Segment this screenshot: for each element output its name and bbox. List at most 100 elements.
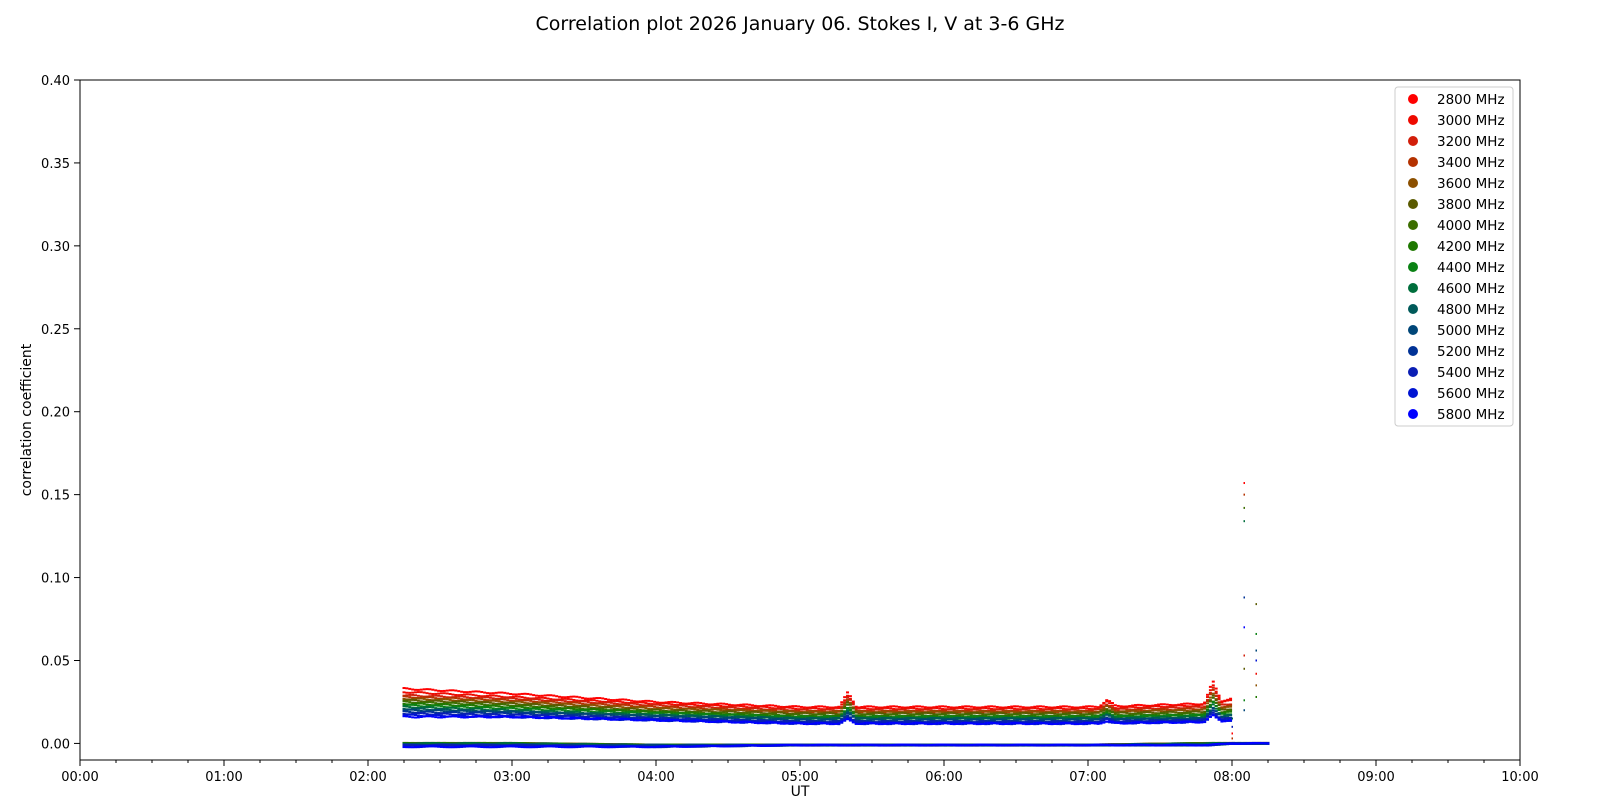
stokes-i-point	[851, 707, 855, 710]
stokes-i-point	[981, 712, 985, 715]
stokes-i-point	[1079, 715, 1083, 718]
stokes-i-point	[1188, 712, 1192, 715]
stokes-i-point	[897, 715, 901, 718]
stokes-i-point	[843, 699, 847, 702]
stokes-i-point	[560, 696, 564, 699]
stokes-i-point	[1053, 711, 1057, 714]
stokes-i-point	[630, 711, 634, 714]
stokes-i-point	[938, 705, 942, 708]
stokes-i-point	[526, 708, 530, 711]
stokes-i-point	[627, 704, 631, 707]
stokes-i-point	[964, 713, 968, 716]
stokes-i-point	[1182, 712, 1186, 715]
stokes-i-point	[840, 703, 844, 706]
stokes-i-point	[1174, 709, 1178, 712]
stokes-i-point	[416, 688, 420, 691]
stokes-i-point	[644, 702, 648, 705]
stokes-i-point	[1053, 712, 1057, 715]
stokes-i-point	[750, 714, 754, 717]
stokes-i-point	[759, 705, 763, 708]
stokes-i-point	[1203, 706, 1207, 709]
stokes-i-point	[598, 700, 602, 703]
stokes-i-point	[581, 709, 585, 712]
stokes-i-point	[1128, 714, 1132, 717]
stokes-i-point	[483, 701, 487, 704]
stokes-i-point	[676, 712, 680, 715]
stokes-i-point	[457, 700, 461, 703]
stokes-i-point	[935, 707, 939, 710]
stokes-i-point	[750, 710, 754, 713]
stokes-i-point	[586, 699, 590, 702]
stokes-i-point	[886, 715, 890, 718]
stokes-i-point	[932, 706, 936, 709]
stokes-i-point	[537, 708, 541, 711]
stokes-i-point	[658, 704, 662, 707]
stokes-i-point	[477, 700, 481, 703]
stokes-i-point	[529, 704, 533, 707]
stokes-i-point	[630, 705, 634, 708]
stokes-i-point	[428, 696, 432, 699]
data-points-layer	[402, 482, 1270, 749]
stokes-i-point	[742, 709, 746, 712]
stokes-i-point	[1148, 707, 1152, 710]
stokes-i-point	[1027, 715, 1031, 718]
stokes-i-point	[408, 687, 412, 690]
stokes-i-point	[419, 688, 423, 691]
stokes-i-point	[414, 699, 418, 702]
stokes-i-point	[658, 702, 662, 705]
stokes-i-point	[1119, 705, 1123, 708]
stokes-i-point	[1064, 711, 1068, 714]
stokes-i-point	[1007, 706, 1011, 709]
stokes-i-point	[805, 712, 809, 715]
stokes-i-point	[981, 715, 985, 718]
stokes-i-point	[460, 695, 464, 698]
stokes-i-point	[431, 701, 435, 704]
stokes-i-point	[419, 691, 423, 694]
stokes-i-point	[869, 712, 873, 715]
stokes-i-point	[595, 702, 599, 705]
stokes-i-point	[445, 692, 449, 695]
stokes-i-point	[1015, 710, 1019, 713]
stokes-i-point	[1188, 702, 1192, 705]
stokes-i-point	[638, 703, 642, 706]
stokes-i-point	[1041, 713, 1045, 716]
stokes-i-point	[1162, 711, 1166, 714]
stokes-i-point	[863, 710, 867, 713]
stokes-i-point	[693, 703, 697, 706]
stokes-i-point	[1122, 706, 1126, 709]
stokes-i-point	[604, 698, 608, 701]
stokes-i-point	[745, 708, 749, 711]
stokes-i-point	[912, 710, 916, 713]
stokes-i-point	[543, 700, 547, 703]
stokes-i-point	[702, 707, 706, 710]
stokes-i-point	[851, 710, 855, 713]
stokes-i-point	[1082, 714, 1086, 717]
stokes-i-point	[932, 710, 936, 713]
stokes-i-point	[1171, 709, 1175, 712]
stokes-i-point	[431, 696, 435, 699]
stokes-i-point	[920, 715, 924, 718]
stokes-i-point	[707, 704, 711, 707]
stokes-i-point	[961, 710, 965, 713]
stokes-i-point	[1033, 707, 1037, 710]
stokes-i-point	[1110, 704, 1114, 707]
stokes-i-point	[880, 712, 884, 715]
stokes-i-point	[903, 708, 907, 711]
stokes-i-point	[1087, 710, 1091, 713]
stokes-i-point	[647, 702, 651, 705]
stokes-i-point	[1203, 707, 1207, 710]
stokes-i-point	[771, 709, 775, 712]
stokes-i-point	[923, 708, 927, 711]
stokes-i-point	[503, 702, 507, 705]
stokes-i-point	[1208, 699, 1212, 702]
stokes-i-point	[1004, 712, 1008, 715]
stokes-i-point	[549, 707, 553, 710]
stokes-i-point	[964, 707, 968, 710]
stokes-i-point	[687, 703, 691, 706]
stokes-i-point	[520, 699, 524, 702]
stokes-i-point	[653, 708, 657, 711]
stokes-i-point	[462, 691, 466, 694]
stokes-i-point	[768, 706, 772, 709]
stokes-i-point	[1125, 708, 1129, 711]
stokes-i-point	[491, 692, 495, 695]
